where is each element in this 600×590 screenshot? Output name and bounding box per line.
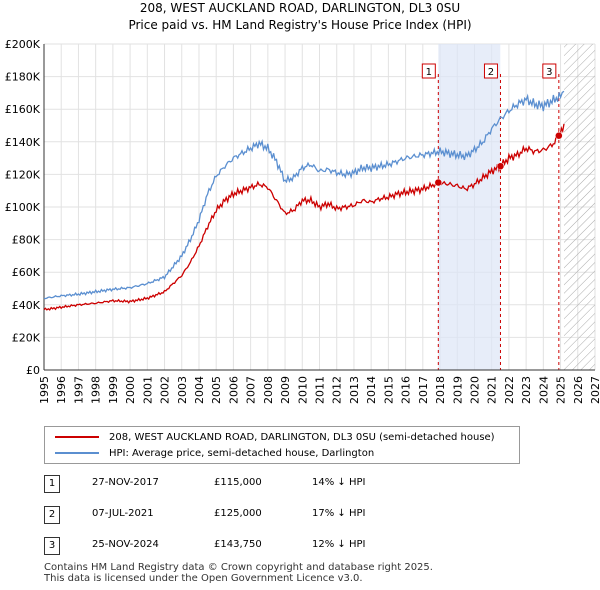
x-tick-label: 2019 (451, 376, 464, 404)
x-tick-label: 2006 (227, 376, 240, 404)
highlight-band (438, 44, 501, 370)
x-tick-label: 2009 (279, 376, 292, 404)
sale-marker-box (483, 63, 498, 79)
x-tick-label: 2027 (589, 376, 600, 404)
x-tick-label: 2011 (314, 376, 327, 404)
hpi-line (43, 90, 565, 300)
x-tick-label: 2025 (555, 376, 568, 404)
y-tick-label: £160K (5, 103, 41, 116)
legend-property-swatch (55, 436, 99, 438)
legend-property-label: 208, WEST AUCKLAND ROAD, DARLINGTON, DL3… (109, 431, 495, 443)
x-tick-label: 2005 (210, 376, 223, 404)
x-tick-label: 2003 (176, 376, 189, 404)
sale-point (496, 162, 505, 170)
x-tick-label: 2002 (159, 376, 172, 404)
x-tick-label: 2004 (193, 376, 206, 404)
x-tick-label: 2017 (417, 376, 430, 404)
x-tick-label: 1997 (72, 376, 85, 404)
legend-item-property: 208, WEST AUCKLAND ROAD, DARLINGTON, DL3… (55, 429, 495, 445)
x-tick-label: 2014 (365, 376, 378, 404)
transaction-hpi-diff: 14% ↓ HPI (312, 477, 366, 488)
transaction-number: 3 (44, 537, 60, 555)
y-tick-label: £180K (5, 71, 41, 84)
transaction-number: 2 (44, 506, 60, 524)
chart-subtitle: Price paid vs. HM Land Registry's House … (128, 18, 472, 32)
y-tick-label: £100K (5, 201, 41, 214)
x-tick-label: 2010 (296, 376, 309, 404)
y-tick-label: £120K (5, 168, 41, 181)
property-price-line (43, 123, 565, 311)
y-tick-label: £0 (26, 364, 40, 377)
x-tick-label: 2021 (486, 376, 499, 404)
transaction-hpi-diff: 12% ↓ HPI (312, 539, 366, 550)
transaction-number: 1 (44, 475, 60, 493)
transaction-date: 25-NOV-2024 (92, 539, 159, 550)
x-tick-label: 2000 (124, 376, 137, 404)
legend-item-hpi: HPI: Average price, semi-detached house,… (55, 445, 374, 461)
transaction-price: £115,000 (214, 477, 262, 488)
transaction-price: £143,750 (214, 539, 262, 550)
x-tick-label: 2020 (468, 376, 481, 404)
x-tick-label: 1996 (55, 376, 68, 404)
x-tick-label: 1995 (38, 376, 51, 404)
transaction-hpi-diff: 17% ↓ HPI (312, 508, 366, 519)
x-tick-label: 2018 (434, 376, 447, 404)
sale-marker-label: 3 (546, 67, 552, 78)
x-tick-label: 2013 (348, 376, 361, 404)
x-tick-label: 2022 (503, 376, 516, 404)
y-tick-label: £40K (12, 299, 41, 312)
y-tick-label: £80K (12, 234, 41, 247)
sale-point (434, 178, 443, 187)
footer-license: This data is licensed under the Open Gov… (44, 573, 363, 584)
footer-copyright: Contains HM Land Registry data © Crown c… (44, 562, 433, 573)
y-tick-label: £140K (5, 136, 41, 149)
x-tick-label: 2023 (520, 376, 533, 404)
y-tick-label: £200K (5, 38, 41, 51)
chart-title: 208, WEST AUCKLAND ROAD, DARLINGTON, DL3… (139, 1, 461, 15)
sale-marker-box (421, 63, 436, 79)
x-tick-label: 2001 (141, 376, 154, 404)
chart-legend: 208, WEST AUCKLAND ROAD, DARLINGTON, DL3… (44, 426, 520, 464)
x-tick-label: 2026 (572, 376, 585, 404)
transaction-price: £125,000 (214, 508, 262, 519)
x-tick-label: 2024 (537, 376, 550, 404)
forecast-hatch (564, 44, 595, 370)
x-tick-label: 1998 (90, 376, 103, 404)
x-tick-label: 2012 (331, 376, 344, 404)
y-tick-label: £20K (12, 331, 41, 344)
sale-marker-box (542, 63, 557, 79)
x-tick-label: 2007 (245, 376, 258, 404)
transaction-date: 27-NOV-2017 (92, 477, 159, 488)
y-tick-label: £60K (12, 266, 41, 279)
x-tick-label: 2016 (400, 376, 413, 404)
legend-hpi-label: HPI: Average price, semi-detached house,… (109, 447, 375, 459)
x-tick-label: 1999 (107, 376, 120, 404)
x-tick-label: 2015 (382, 376, 395, 404)
sale-marker-label: 2 (488, 67, 494, 78)
x-tick-label: 2008 (262, 376, 275, 404)
sale-marker-label: 1 (426, 67, 432, 78)
sale-point (555, 131, 563, 140)
transaction-date: 07-JUL-2021 (92, 508, 154, 519)
legend-hpi-swatch (55, 452, 99, 454)
price-chart: 1 2 3 £0 £20K £40K £60K £80K £100K £120K £140K £16… (5, 38, 600, 404)
